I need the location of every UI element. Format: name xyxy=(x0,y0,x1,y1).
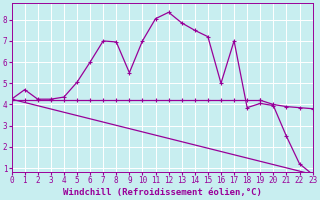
X-axis label: Windchill (Refroidissement éolien,°C): Windchill (Refroidissement éolien,°C) xyxy=(63,188,261,197)
